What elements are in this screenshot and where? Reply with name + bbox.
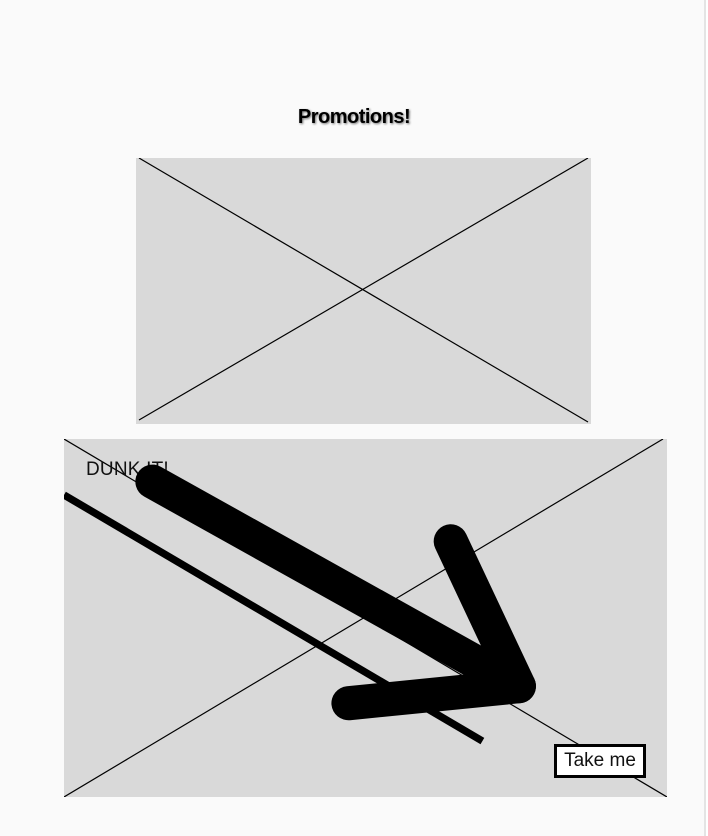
image-placeholder-icon: [138, 158, 589, 423]
promo-banner-top[interactable]: [136, 158, 591, 424]
page-title: Promotions!: [297, 106, 411, 128]
take-me-button[interactable]: Take me: [554, 744, 646, 778]
promo-banner-dunk[interactable]: DUNK IT! Bet Here Take me: [64, 439, 667, 797]
